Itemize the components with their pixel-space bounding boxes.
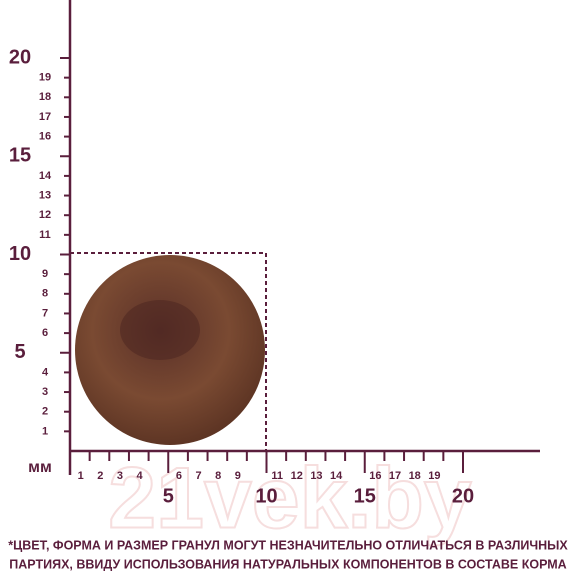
y-tick-label: 6: [42, 327, 48, 339]
y-tick-label: 7: [42, 307, 48, 319]
y-tick-label: 18: [39, 91, 51, 103]
y-tick-label: 17: [39, 111, 51, 123]
x-tick-label: 11: [271, 470, 283, 482]
x-tick-label: 5: [163, 485, 174, 507]
y-tick-label: 9: [42, 268, 48, 280]
x-tick-label: 19: [428, 470, 440, 482]
y-tick-label: 15: [9, 145, 31, 167]
y-tick-label: 11: [39, 229, 51, 241]
x-tick-label: 12: [291, 470, 303, 482]
x-tick-label: 4: [137, 470, 144, 482]
x-tick-label: 6: [176, 470, 182, 482]
y-tick-label: 14: [39, 170, 52, 182]
y-tick-label: 1: [42, 425, 48, 437]
y-tick-label: 5: [14, 341, 25, 363]
x-tick-label: 1: [78, 470, 84, 482]
x-tick-label: 7: [195, 470, 201, 482]
footnote-line: ПАРТИЯХ, ВВИДУ ИСПОЛЬЗОВАНИЯ НАТУРАЛЬНЫХ…: [9, 557, 566, 571]
y-tick-label: 20: [9, 46, 31, 68]
kibble-shade: [120, 300, 200, 360]
x-tick-label: 8: [215, 470, 221, 482]
footnote-line: *ЦВЕТ, ФОРМА И РАЗМЕР ГРАНУЛ МОГУТ НЕЗНА…: [8, 538, 568, 552]
y-tick-label: 12: [39, 209, 51, 221]
unit-label: мм: [28, 459, 52, 476]
y-tick-label: 19: [39, 72, 51, 84]
x-tick-label: 10: [255, 485, 277, 507]
y-tick-label: 4: [42, 366, 49, 378]
x-tick-label: 20: [452, 485, 474, 507]
x-tick-label: 13: [310, 470, 322, 482]
y-tick-label: 10: [9, 243, 31, 265]
x-tick-label: 14: [330, 470, 343, 482]
x-tick-label: 3: [117, 470, 123, 482]
x-tick-label: 18: [409, 470, 421, 482]
y-tick-label: 8: [42, 288, 48, 300]
y-tick-label: 13: [39, 189, 51, 201]
x-tick-label: 15: [354, 485, 376, 507]
y-tick-label: 16: [39, 131, 51, 143]
x-tick-label: 2: [97, 470, 103, 482]
size-box: [70, 252, 267, 451]
x-tick-label: 9: [235, 470, 241, 482]
y-tick-label: 2: [42, 406, 48, 418]
y-tick-label: 3: [42, 386, 48, 398]
x-tick-label: 16: [369, 470, 381, 482]
x-tick-label: 17: [389, 470, 401, 482]
